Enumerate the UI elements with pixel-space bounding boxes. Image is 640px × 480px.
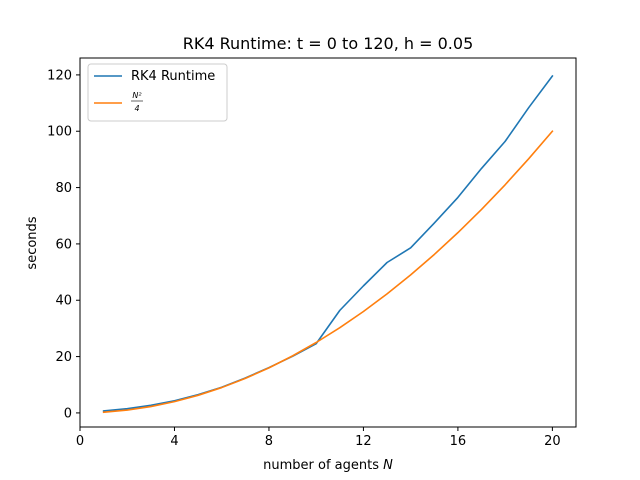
series-1-point: [363, 311, 365, 313]
series-0-point: [504, 141, 506, 143]
y-tick-label: 40: [55, 294, 72, 309]
chart-title: RK4 Runtime: t = 0 to 120, h = 0.05: [183, 34, 474, 53]
series-1-point: [552, 130, 554, 132]
series-1-point: [528, 158, 530, 160]
series-1-point: [315, 342, 317, 344]
y-tick-label: 20: [55, 350, 72, 365]
axes: 0 4 8 12 16 20 0 20 40 60 80 100 120: [47, 57, 577, 449]
series-0-point: [457, 197, 459, 199]
series-1-point: [245, 378, 247, 380]
series-0-point: [528, 107, 530, 109]
y-tick-label: 120: [47, 68, 72, 83]
series-1-point: [339, 327, 341, 329]
series-1-point: [481, 209, 483, 211]
series-0-point: [410, 247, 412, 249]
series-0-point: [339, 310, 341, 312]
x-tick-label: 16: [450, 434, 467, 449]
series-1-point: [197, 395, 199, 397]
series-1-point: [221, 387, 223, 389]
y-axis-label: seconds: [25, 216, 40, 269]
x-tick-label: 0: [76, 434, 84, 449]
legend: RK4 Runtime N² 4: [87, 63, 228, 122]
plot-area: [102, 74, 554, 414]
series-0-point: [552, 75, 554, 77]
series-1-point: [292, 355, 294, 357]
series-1-point: [457, 232, 459, 234]
series-0-point: [481, 168, 483, 170]
series-1-point: [103, 411, 105, 413]
legend-label-denominator: 4: [134, 104, 139, 113]
x-tick-label: 4: [170, 434, 178, 449]
x-axis-label: number of agents N: [263, 458, 393, 473]
x-tick-label: 12: [355, 434, 372, 449]
series-1-point: [268, 367, 270, 369]
series-0-point: [433, 222, 435, 224]
series-0-point: [386, 262, 388, 264]
series-1-point: [504, 184, 506, 186]
y-tick-label: 0: [64, 406, 72, 421]
x-tick-label: 8: [265, 434, 273, 449]
series-1-point: [126, 409, 128, 411]
series-1-point: [386, 293, 388, 295]
legend-label-numerator: N²: [132, 91, 142, 100]
legend-box: [87, 63, 228, 122]
series-1-point: [433, 254, 435, 256]
series-1-point: [150, 406, 152, 408]
legend-label-rk4: RK4 Runtime: [131, 69, 215, 84]
y-tick-label: 80: [55, 181, 72, 196]
y-tick-label: 60: [55, 237, 72, 252]
axes-frame: [79, 57, 577, 428]
series-1-point: [410, 274, 412, 276]
series-0-point: [363, 285, 365, 287]
series-1-point: [174, 401, 176, 403]
series-line-1: [102, 130, 554, 414]
x-tick-label: 20: [544, 434, 561, 449]
y-tick-label: 100: [47, 125, 72, 140]
